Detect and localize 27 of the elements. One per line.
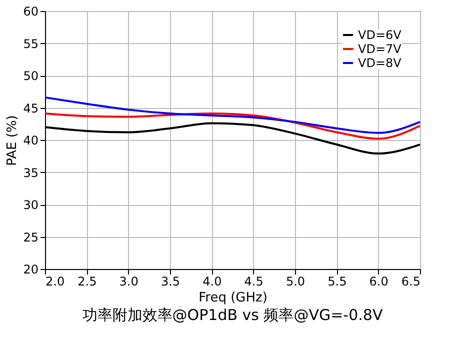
x-axis-title: Freq (GHz) [198,290,268,306]
x-tick-label: 6.5 [401,274,420,288]
y-tick-label: 55 [23,36,38,51]
x-tick-label: 5.0 [286,274,306,288]
x-tick-label: 2.5 [78,274,97,288]
x-tick-label: 3.0 [119,274,138,288]
y-tick-label: 25 [23,230,38,244]
line-series [44,112,421,140]
x-tick-label: 5.5 [328,274,347,288]
x-tick-label: 3.5 [160,274,180,288]
line-series [44,96,421,134]
y-tick-label: 35 [23,166,38,180]
x-tick-label: 6.0 [369,274,388,288]
y-tick-label: 50 [23,69,38,83]
x-tick-label: 4.0 [202,274,222,288]
text: 功率附加效率@OP1dB vs 频率@VG=-0.8V [82,306,384,324]
legend-label: VD=7V [358,42,402,56]
x-tick-label: 2.0 [46,274,65,288]
y-tick-label: 30 [23,198,38,212]
y-tick-label: 20 [23,262,38,276]
y-tick-label: 40 [23,134,38,148]
y-axis-title: PAE (%) [5,115,20,166]
y-tick-label: 60 [23,4,38,18]
legend-label: VD=6V [358,28,402,42]
x-tick-label: 4.5 [244,274,264,288]
y-tick-label: 45 [23,101,38,116]
legend-label: VD=8V [358,56,402,70]
